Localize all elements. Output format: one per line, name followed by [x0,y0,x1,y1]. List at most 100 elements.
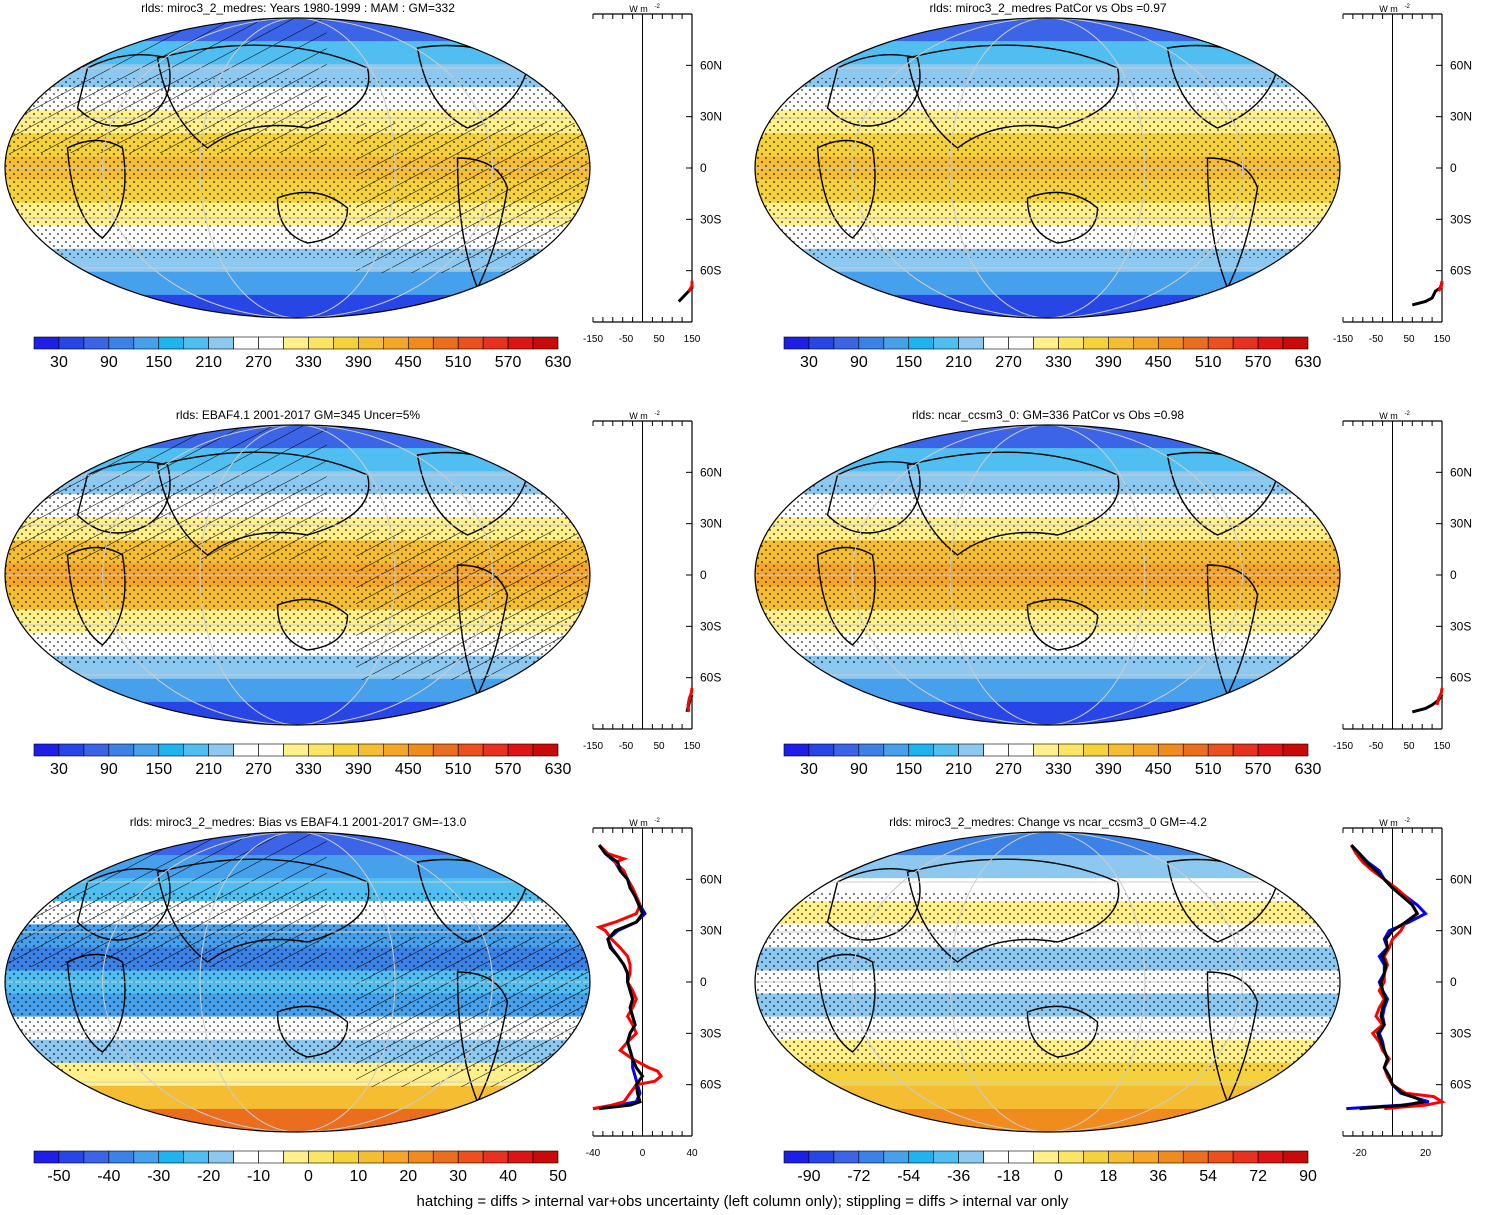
zonal-x-tick-label: 150 [1434,741,1451,752]
colorbar-swatch [1257,336,1284,350]
colorbar-tick-label: 390 [345,354,372,371]
meridian-line [199,18,298,318]
zonal-lat-label: 0 [1450,568,1457,582]
zonal-panel-5: -40 0 40 W m -2 60N 30N 0 30S 60S [586,818,722,1159]
colorbar-swatch [407,336,434,350]
colorbar-tick-label: 20 [399,1168,417,1185]
zonal-x-tick-label: -150 [1333,334,1353,345]
colorbar-swatch [933,336,959,350]
map-panel-3: rlds: EBAF4.1 2001-2017 GM=345 Uncer=5% [4,408,591,726]
colorbar-swatch [308,743,334,757]
colorbar-tick-label: 330 [1045,354,1072,371]
zonal-lat-label: 30S [1450,212,1471,226]
panel-title: rlds: EBAF4.1 2001-2017 GM=345 Uncer=5% [176,408,420,422]
colorbar-swatch [1257,743,1284,757]
map-panel-5: rlds: miroc3_2_medres: Bias vs EBAF4.1 2… [4,815,591,1133]
colorbar-tick-label: 10 [349,1168,367,1185]
zonal-unit-label: W m [1379,4,1398,14]
colorbar-tick-label: 510 [1195,761,1222,778]
colorbar-tick-label: -72 [847,1168,870,1185]
colorbar-swatch [1033,743,1059,757]
colorbar-swatch [783,336,810,350]
map-panel-2: rlds: miroc3_2_medres PatCor vs Obs =0.9… [754,1,1341,319]
colorbar-5: -50 -40 -30 -20 -10 0 10 20 30 40 50 [33,1150,567,1185]
colorbar-swatch [1182,1150,1209,1164]
zonal-x-tick-label: -50 [1369,334,1384,345]
zonal-series-black [597,844,645,1111]
colorbar-swatch [1157,1150,1184,1164]
zonal-x-tick-label: 50 [1403,334,1415,345]
colorbar-swatch [1108,1150,1134,1164]
colorbar-tick-label: 54 [1199,1168,1217,1185]
colorbar-swatch [183,743,209,757]
colorbar-tick-label: 210 [195,761,222,778]
colorbar-swatch [58,1150,85,1164]
colorbar-swatch [33,743,60,757]
meridian-line [199,832,298,1132]
lat-band [755,832,1340,857]
zonal-lat-label: 60N [700,465,722,479]
colorbar-swatch [1133,743,1159,757]
colorbar-swatch [983,743,1009,757]
zonal-unit-superscript: -2 [1405,818,1411,824]
colorbar-swatch [457,336,484,350]
colorbar-swatch [858,743,885,757]
colorbar-tick-label: 510 [445,761,472,778]
colorbar-swatch [1207,743,1234,757]
colorbar-tick-label: 30 [50,354,68,371]
colorbar-swatch [933,743,959,757]
colorbar-swatch [883,743,910,757]
colorbar-tick-label: 570 [1245,354,1272,371]
colorbar-4: 30 90 150 210 270 330 390 450 510 570 630 [783,743,1321,778]
zonal-unit-label: W m [629,411,648,421]
colorbar-tick-label: -36 [947,1168,970,1185]
zonal-lat-label: 30S [700,1026,721,1040]
zonal-lat-label: 30S [1450,619,1471,633]
map-border [754,424,1341,726]
colorbar-swatch [308,1150,334,1164]
colorbar-swatch [33,336,60,350]
zonal-x-tick-label: 50 [653,741,665,752]
zonal-series-red [1349,844,1446,1111]
colorbar-tick-label: 450 [395,354,422,371]
colorbar-swatch [1232,743,1259,757]
colorbar-swatch [908,1150,935,1164]
panel-title: rlds: ncar_ccsm3_0: GM=336 PatCor vs Obs… [912,408,1184,422]
zonal-series-red [687,280,694,293]
zonal-unit-superscript: -2 [1405,4,1411,10]
colorbar-tick-label: 450 [1145,354,1172,371]
colorbar-swatch [1257,1150,1284,1164]
zonal-unit-label: W m [1379,818,1398,828]
colorbar-swatch [233,743,259,757]
colorbar-tick-label: 630 [545,354,572,371]
colorbar-tick-label: -18 [997,1168,1020,1185]
meridian-line [1047,18,1243,318]
meridian-line [1047,832,1243,1132]
colorbar-tick-label: 0 [304,1168,313,1185]
colorbar-swatch [958,743,984,757]
colorbar-swatch [783,1150,810,1164]
colorbar-swatch [983,1150,1009,1164]
colorbar-tick-label: 330 [295,354,322,371]
colorbar-tick-label: -50 [47,1168,70,1185]
colorbar-swatch [1157,336,1184,350]
meridian-line [852,425,1048,725]
lat-band [755,701,1340,725]
zonal-lat-label: 30N [700,110,722,124]
colorbar-swatch [58,336,85,350]
zonal-x-tick-label: 150 [684,334,701,345]
colorbar-swatch [808,1150,835,1164]
lat-band [755,1108,1340,1132]
zonal-x-tick-label: -150 [583,741,603,752]
meridian-line [199,425,298,725]
colorbar-tick-label: 330 [1045,761,1072,778]
hatch-overlay [356,530,590,680]
map-border [4,831,591,1133]
colorbar-swatch [83,336,110,350]
lat-band [755,18,1340,43]
meridian-line [1047,832,1146,1132]
colorbar-swatch [858,336,885,350]
zonal-lat-label: 60N [1450,58,1472,72]
colorbar-swatch [532,1150,559,1164]
colorbar-tick-label: 30 [800,761,818,778]
